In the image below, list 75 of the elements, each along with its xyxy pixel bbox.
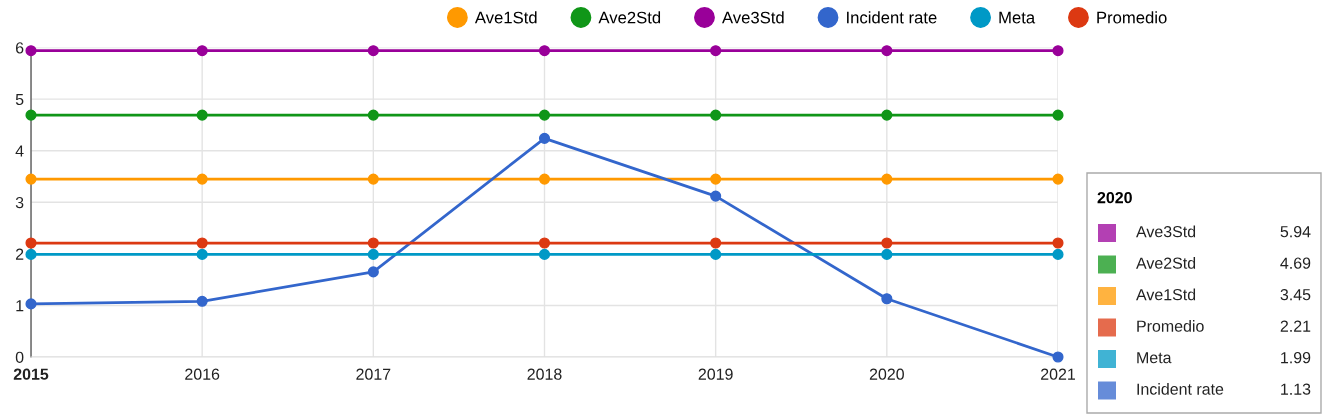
text: 3.45 [1280, 288, 1311, 301]
point [538, 237, 551, 249]
x-tick-label: 2020 [869, 368, 904, 380]
point [710, 248, 722, 260]
point [25, 109, 37, 121]
x-tick-label: 2021 [1041, 368, 1075, 380]
text: 2020 [1097, 191, 1132, 204]
point [367, 109, 379, 121]
text: Promedio [1137, 320, 1204, 332]
text: Ave3Std [1136, 225, 1196, 238]
x-tick-label: 2018 [527, 368, 562, 380]
y-tick-label: 4 [15, 145, 24, 157]
legend-label: Meta [999, 11, 1036, 24]
point [1052, 248, 1064, 260]
point [367, 266, 379, 278]
point [538, 45, 551, 57]
text: 1.13 [1281, 383, 1311, 395]
x-tick-label: 2015 [13, 368, 49, 380]
point [1052, 173, 1064, 185]
text: 2.21 [1280, 320, 1311, 332]
point [538, 173, 551, 185]
legend-label: Promedio [1097, 11, 1167, 24]
point [881, 248, 893, 260]
point [881, 293, 893, 305]
text: Ave1Std [1136, 288, 1196, 301]
point [196, 45, 208, 57]
y-tick-label: 5 [15, 93, 24, 106]
y-tick-label: 0 [15, 351, 24, 363]
point [196, 173, 208, 185]
legend-label: Incident rate [847, 11, 937, 24]
legend-label: Ave3Std [722, 11, 784, 24]
point [538, 248, 551, 260]
point [538, 132, 551, 144]
x-tick-label: 2017 [356, 368, 391, 380]
point [1052, 109, 1064, 121]
point [367, 45, 379, 57]
y-tick-label: 2 [15, 248, 24, 260]
point [1052, 351, 1064, 363]
point [25, 298, 37, 310]
y-tick-label: 1 [16, 300, 24, 312]
text: 4.69 [1280, 257, 1311, 269]
point [710, 190, 722, 202]
point [881, 45, 893, 57]
point [710, 173, 722, 185]
point [196, 237, 208, 249]
y-tick-label: 3 [15, 196, 24, 209]
point [538, 109, 551, 121]
text: 1.99 [1281, 351, 1311, 364]
text: Incident rate [1137, 383, 1224, 395]
point [710, 45, 722, 57]
text: 5.94 [1280, 225, 1311, 238]
point [196, 295, 208, 307]
point [25, 248, 37, 260]
y-tick-label: 6 [15, 42, 24, 54]
point [367, 237, 379, 249]
x-tick-label: 2019 [698, 368, 733, 380]
text: Ave2Std [1136, 257, 1196, 269]
point [710, 237, 722, 249]
point [367, 248, 379, 260]
point [881, 237, 893, 249]
point [1052, 237, 1064, 249]
point [25, 237, 37, 249]
point [1052, 45, 1064, 57]
point [196, 109, 208, 121]
point [25, 45, 37, 57]
point [710, 109, 722, 121]
legend-label: Ave1Std [474, 11, 537, 24]
point [881, 173, 893, 185]
point [881, 109, 893, 121]
text: Meta [1137, 352, 1172, 364]
legend-label: Ave2Std [598, 11, 661, 24]
point [25, 173, 37, 185]
point [196, 248, 208, 260]
point [367, 173, 379, 185]
x-tick-label: 2016 [185, 368, 220, 380]
